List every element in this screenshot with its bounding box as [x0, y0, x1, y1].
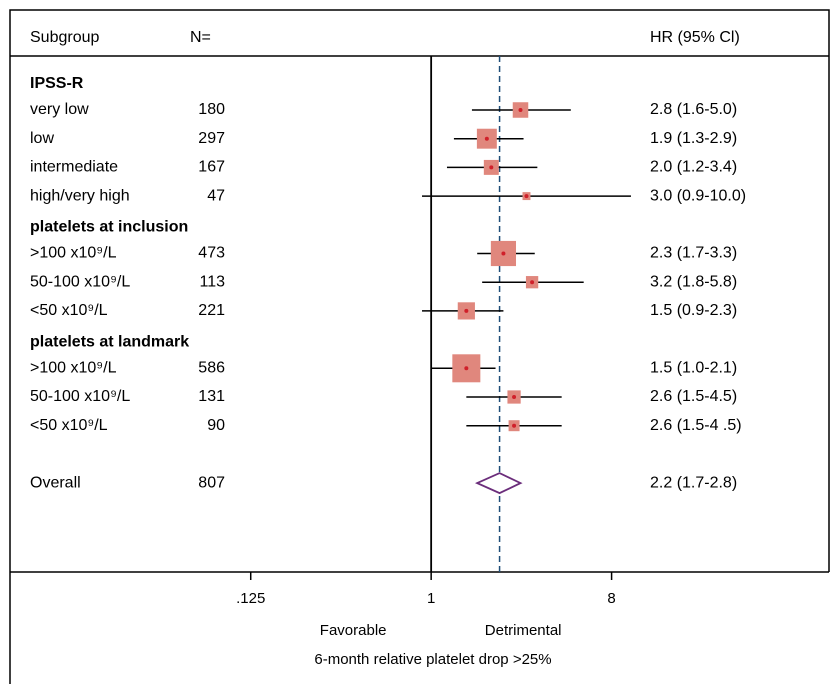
- group-title: IPSS-R: [30, 75, 84, 92]
- row-n: 297: [198, 130, 225, 147]
- detrimental-label: Detrimental: [485, 622, 562, 639]
- row-n: 113: [199, 273, 225, 290]
- row-hr-text: 2.8 (1.6-5.0): [650, 101, 737, 118]
- hr-point: [464, 366, 469, 371]
- row-hr-text: 3.2 (1.8-5.8): [650, 273, 737, 290]
- row-n: 180: [198, 101, 225, 118]
- hr-point: [464, 308, 469, 313]
- row-label: >100 x10⁹/L: [30, 245, 117, 262]
- hr-point: [518, 108, 523, 112]
- row-hr-text: 2.0 (1.2-3.4): [650, 159, 737, 176]
- row-n: 221: [198, 302, 225, 319]
- hr-point: [489, 165, 494, 170]
- row-n: 90: [207, 417, 225, 434]
- header-hr: HR (95% Cl): [650, 29, 740, 46]
- favorable-label: Favorable: [320, 622, 387, 639]
- row-hr-text: 2.6 (1.5-4 .5): [650, 417, 742, 434]
- x-axis-label: 6-month relative platelet drop >25%: [314, 651, 551, 668]
- row-hr-text: 3.0 (0.9-10.0): [650, 187, 746, 204]
- row-label: <50 x10⁹/L: [30, 302, 108, 319]
- x-tick-label: 8: [607, 590, 615, 607]
- group-title: platelets at landmark: [30, 334, 189, 351]
- row-label: low: [30, 130, 54, 147]
- row-label: >100 x10⁹/L: [30, 360, 117, 377]
- row-label: intermediate: [30, 159, 118, 176]
- row-label: Overall: [30, 474, 81, 491]
- row-hr-text: 2.6 (1.5-4.5): [650, 388, 737, 405]
- row-label: <50 x10⁹/L: [30, 417, 108, 434]
- hr-point: [530, 280, 535, 285]
- row-hr-text: 1.9 (1.3-2.9): [650, 130, 737, 147]
- hr-point: [524, 194, 529, 199]
- row-n: 473: [198, 245, 225, 262]
- row-label: 50-100 x10⁹/L: [30, 388, 130, 405]
- frame: [9, 9, 830, 684]
- row-label: 50-100 x10⁹/L: [30, 273, 130, 290]
- row-label: high/very high: [30, 187, 130, 204]
- row-n: 167: [198, 159, 225, 176]
- group-title: platelets at inclusion: [30, 219, 188, 236]
- x-tick-label: .125: [236, 590, 265, 607]
- hr-point: [512, 395, 517, 399]
- row-hr-text: 2.3 (1.7-3.3): [650, 245, 737, 262]
- header-subgroup: Subgroup: [30, 29, 99, 46]
- overall-diamond: [474, 472, 523, 495]
- row-hr-text: 2.2 (1.7-2.8): [650, 474, 737, 491]
- x-tick-label: 1: [427, 590, 435, 607]
- row-hr-text: 1.5 (1.0-2.1): [650, 360, 737, 377]
- row-n: 131: [198, 388, 225, 405]
- hr-point: [484, 136, 489, 141]
- hr-point: [501, 251, 506, 256]
- hr-point: [512, 423, 517, 428]
- header-n: N=: [190, 29, 211, 46]
- row-n: 47: [207, 187, 225, 204]
- row-n: 807: [198, 474, 225, 491]
- row-n: 586: [198, 360, 225, 377]
- row-label: very low: [30, 101, 89, 118]
- row-hr-text: 1.5 (0.9-2.3): [650, 302, 737, 319]
